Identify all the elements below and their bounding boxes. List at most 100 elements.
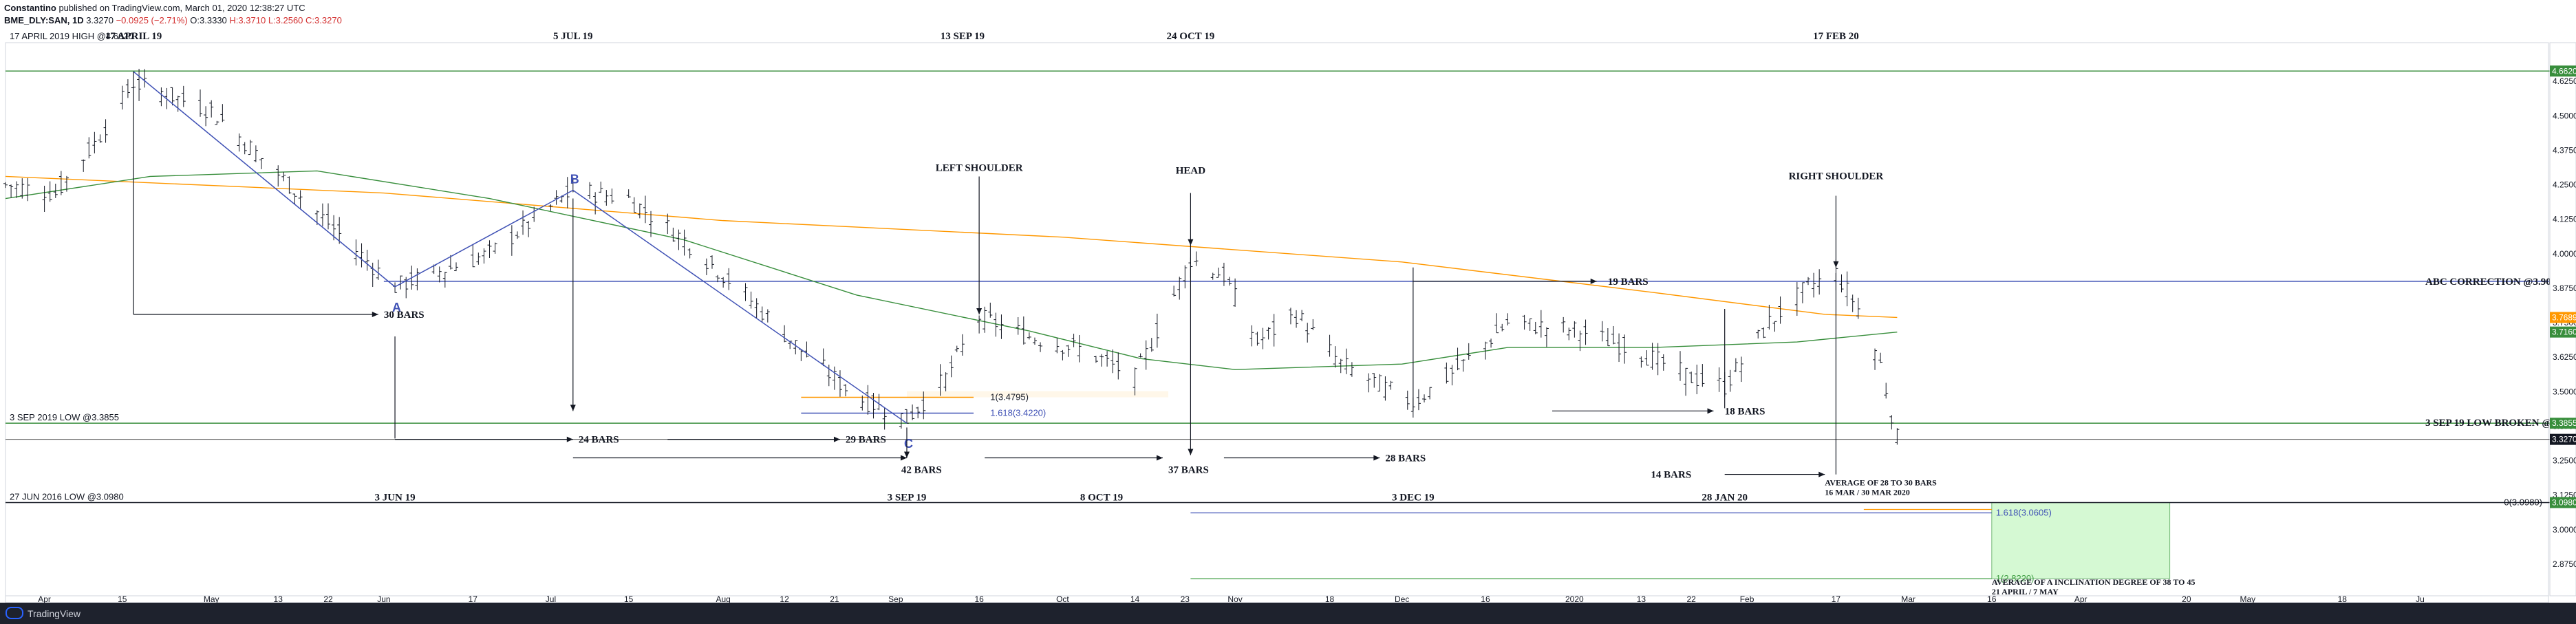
ohlc-bar [526, 220, 531, 237]
ohlc-bar [42, 186, 47, 212]
ohlc-bar [1444, 362, 1449, 384]
label-42-bars: 42 BARS [901, 465, 942, 476]
arrow-18-bars-head [1707, 408, 1714, 414]
ohlc-bar [1583, 319, 1588, 345]
ohlc-bar [999, 314, 1004, 339]
ohlc-bar [1155, 313, 1159, 348]
x-tick-label: Oct [1056, 594, 1069, 603]
ohlc-bar [1695, 365, 1699, 395]
ohlc-bar [749, 291, 753, 309]
label-left-shoulder: LEFT SHOULDER [936, 162, 1023, 173]
x-tick-label: 23 [1181, 594, 1190, 603]
note-time-avg: AVERAGE OF 28 TO 30 BARS [1825, 478, 1937, 488]
chart-header: Constantino published on TradingView.com… [0, 0, 2576, 29]
ohlc-bar [1021, 316, 1026, 345]
ohlc-bar [125, 79, 130, 98]
ohlc-bar [159, 87, 164, 107]
ohlc-bar [910, 404, 915, 420]
ohlc-bar [1505, 313, 1510, 326]
ohlc-bar [337, 217, 342, 244]
abc-line-hi-a [133, 71, 396, 288]
ohlc-bar [1895, 428, 1900, 445]
ohlc-bar [281, 171, 286, 182]
ohlc-bar [1428, 387, 1432, 400]
abc-line-a-b [394, 189, 574, 288]
ohlc-bar [548, 204, 553, 211]
ohlc-bar [354, 239, 358, 266]
x-tick-label: Apr [2074, 594, 2087, 603]
fib-label-1618-lower: 1.618(3.0605) [1996, 508, 2052, 518]
symbol-name[interactable]: BME_DLY:SAN, 1D [4, 15, 84, 25]
ohlc-bar [1333, 346, 1338, 368]
x-tick-label: 18 [1325, 594, 1335, 603]
ohlc-bar [1149, 338, 1154, 352]
ohlc-bar [904, 409, 909, 424]
price-chart[interactable]: A B C 30 BARS 24 BARS 29 BARS 42 BARS 37 BARS 28… [0, 29, 2576, 603]
ohlc-bar [1717, 367, 1721, 392]
ohlc-bar [259, 158, 264, 169]
ohlc-bar [1194, 251, 1199, 266]
ohlc-bar [994, 312, 998, 337]
abc-label-a: A [392, 301, 401, 314]
ohlc-bar [1544, 327, 1549, 347]
author-name[interactable]: Constantino [4, 3, 56, 13]
label-18-bars: 18 BARS [1725, 406, 1765, 417]
tradingview-logo[interactable]: TradingView [6, 607, 80, 619]
ohlc-bar [716, 275, 720, 283]
y-tick-label: 4.3750 [2553, 145, 2576, 155]
top-date-label: 17 FEB 20 [1813, 31, 1859, 42]
ohlc-bar [1266, 327, 1271, 340]
ohlc-bar [721, 277, 726, 288]
ohlc-bar [1311, 319, 1316, 330]
ohlc-bar [1522, 314, 1527, 330]
ohlc-bar [565, 177, 570, 208]
ohlc-bar [882, 407, 887, 430]
ohlc-bar [687, 248, 692, 259]
ohlc-bar [1327, 334, 1332, 357]
arrowhead-24oct [1188, 449, 1194, 455]
fib-label-1618: 1.618(3.4220) [990, 408, 1046, 418]
ohlc-bar [1071, 334, 1076, 347]
ohlc-bar [215, 120, 219, 125]
y-tick-label: 4.2500 [2553, 180, 2576, 190]
ohlc-bar [916, 407, 921, 419]
x-tick-label: 13 [274, 594, 283, 603]
ohlc-bar [1572, 321, 1577, 338]
ohlc-bar [1249, 325, 1254, 347]
ohlc-bar [1483, 341, 1488, 360]
ohlc-bar [709, 255, 714, 269]
ohlc-bar [593, 192, 598, 215]
ohlc-bar [1144, 340, 1148, 370]
y-tick-label: 3.6250 [2553, 352, 2576, 362]
price-badge-label: 3.7160 [2552, 327, 2576, 337]
fib-label-0: 0(3.0980) [2504, 497, 2542, 507]
ohlc-bar [442, 272, 447, 288]
x-tick-label: May [2240, 594, 2255, 603]
ohlc-bar [1388, 380, 1393, 390]
price-badge-label: 4.6620 [2552, 66, 2576, 76]
ohlc-bar [1066, 345, 1071, 357]
ohlc-bar [14, 181, 19, 198]
time-axis[interactable] [5, 595, 2549, 603]
ohlc-bar [1366, 373, 1371, 393]
ohlc-bar [437, 266, 442, 283]
fib-label-1: 1(3.4795) [990, 391, 1029, 402]
symbol-line: BME_DLY:SAN, 1D 3.3270 −0.0925 (−2.71%) … [4, 15, 342, 25]
ohlc-bar [298, 190, 303, 210]
ohlc-bar [1055, 338, 1060, 354]
x-tick-label: 17 [1832, 594, 1841, 603]
y-tick-label: 3.8750 [2553, 283, 2576, 293]
label-head: HEAD [1176, 165, 1206, 176]
y-tick-label: 4.6250 [2553, 76, 2576, 86]
price-badge-label: 3.3855 [2552, 418, 2576, 428]
ohlc-bar [1038, 342, 1043, 352]
ohlc-bar [248, 140, 253, 155]
x-tick-label: 18 [2338, 594, 2348, 603]
ohlc-bar [476, 252, 481, 265]
x-tick-label: Dec [1395, 594, 1409, 603]
bottom-date-label: 8 OCT 19 [1080, 492, 1123, 503]
ohlc-bar [204, 106, 208, 127]
top-date-label: 17 APRIL 19 [105, 31, 162, 42]
fib-label-1-lower: 1(2.8220) [1996, 573, 2035, 583]
ohlc-bar [493, 242, 497, 254]
